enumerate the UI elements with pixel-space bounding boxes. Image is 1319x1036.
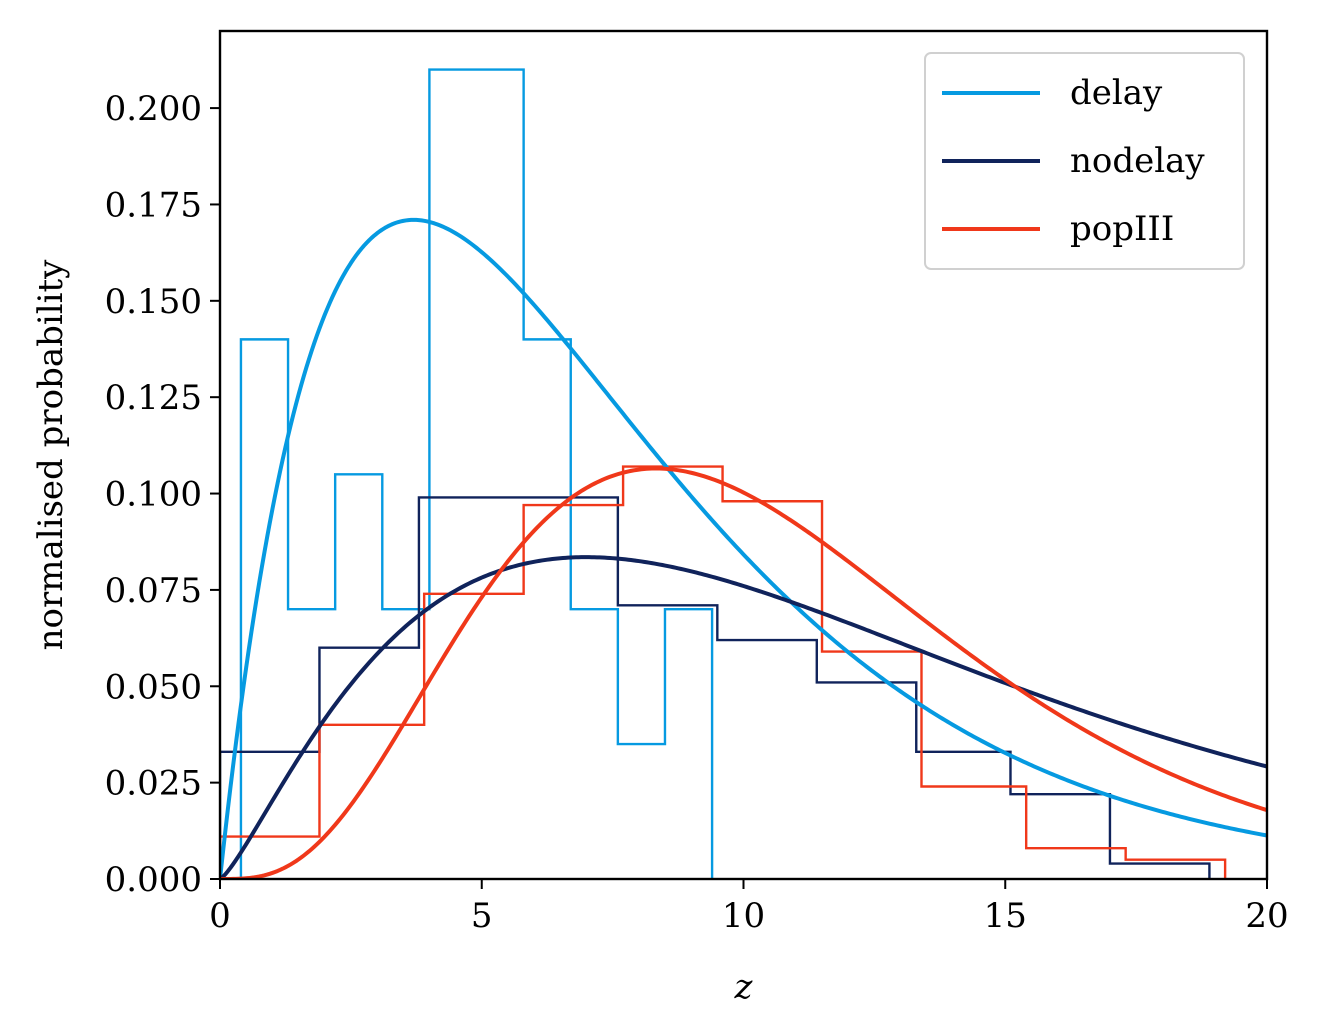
curve-delay	[220, 217, 1267, 879]
y-axis-label: normalised probability	[31, 259, 71, 651]
y-tick-label: 0.000	[105, 860, 202, 900]
legend-label-popiii: popIII	[1070, 209, 1174, 249]
legend-box	[924, 52, 1245, 270]
histogram-delay	[239, 68, 714, 879]
x-tick-label: 0	[209, 896, 231, 936]
histogram-popiii	[220, 465, 1227, 879]
histogram-nodelay	[220, 496, 1211, 879]
curve-nodelay	[220, 555, 1267, 879]
fit-curves	[220, 217, 1267, 879]
y-tick-label: 0.175	[105, 185, 202, 225]
y-tick-label: 0.075	[105, 571, 202, 611]
ticks-layer: 0 5 10 15 20 0.000 0.025 0.050 0.075 0.100 0.125 0.…	[105, 89, 1289, 936]
x-tick-label: 20	[1245, 896, 1288, 936]
x-axis-label: z	[734, 967, 754, 1007]
x-tick-label: 15	[984, 896, 1027, 936]
x-tick-label: 5	[471, 896, 493, 936]
legend-label-delay: delay	[1070, 73, 1163, 113]
series-layer	[220, 68, 1267, 879]
y-tick-label: 0.150	[105, 282, 202, 322]
y-tick-label: 0.025	[105, 764, 202, 804]
y-tick-label: 0.050	[105, 667, 202, 707]
x-tick-label: 10	[722, 896, 765, 936]
legend-label-nodelay: nodelay	[1070, 141, 1205, 181]
curve-popiii	[220, 466, 1267, 879]
legend: delay nodelay popIII	[924, 52, 1245, 270]
y-tick-label: 0.200	[105, 89, 202, 129]
y-tick-label: 0.100	[105, 475, 202, 515]
y-tick-label: 0.125	[105, 378, 202, 418]
